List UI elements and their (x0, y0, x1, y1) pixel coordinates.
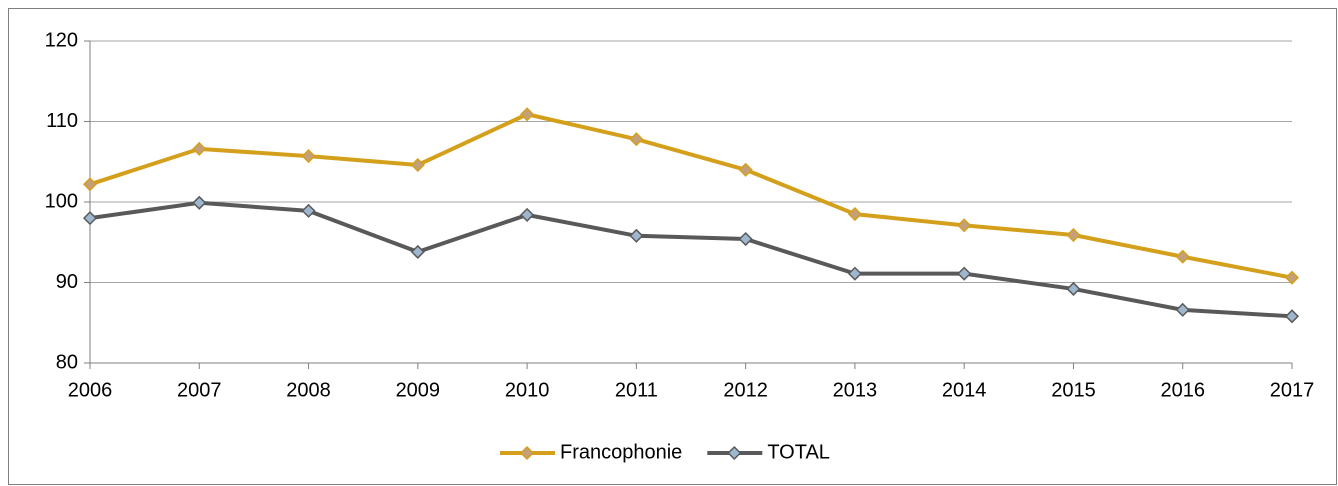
point-marker (192, 141, 207, 156)
legend-marker (727, 445, 742, 461)
chart-frame (8, 8, 1337, 485)
y-tick-label: 110 (46, 110, 78, 132)
x-tick-label: 2014 (942, 379, 987, 401)
x-tick-label: 2006 (68, 379, 113, 401)
x-tick-label: 2009 (396, 379, 441, 401)
x-tick-label: 2016 (1160, 379, 1205, 401)
point-marker (738, 162, 753, 177)
point-marker (410, 244, 425, 259)
point-marker (847, 207, 862, 222)
point-marker (1284, 270, 1300, 285)
point-marker (629, 132, 644, 147)
point-marker (957, 218, 972, 233)
point-marker (520, 207, 535, 222)
point-marker (82, 211, 98, 226)
point-marker (520, 107, 535, 122)
x-tick-label: 2017 (1270, 379, 1315, 401)
x-tick-label: 2011 (615, 379, 658, 401)
point-marker (847, 266, 862, 281)
point-marker (301, 203, 316, 218)
x-tick-label: 2008 (286, 379, 331, 401)
point-marker (738, 231, 753, 247)
y-tick-label: 80 (56, 351, 78, 373)
series-line (89, 112, 1293, 280)
legend-label: Francophonie (560, 441, 682, 463)
point-marker (301, 149, 316, 164)
point-marker (1066, 281, 1081, 297)
series-line (89, 200, 1293, 319)
legend-label: TOTAL (767, 441, 830, 463)
x-tick-label: 2013 (833, 379, 878, 401)
x-tick-label: 2010 (505, 379, 550, 401)
point-marker (957, 266, 972, 281)
y-tick-label: 90 (56, 271, 78, 293)
point-marker (82, 177, 98, 192)
point-marker (1175, 302, 1190, 317)
point-marker (1066, 227, 1081, 243)
point-marker (629, 228, 644, 243)
x-tick-label: 2007 (177, 379, 222, 401)
point-marker (1284, 309, 1300, 324)
x-tick-label: 2012 (723, 379, 768, 401)
point-marker (192, 195, 207, 210)
legend-marker (519, 445, 535, 461)
y-tick-label: 120 (45, 29, 78, 51)
y-tick-label: 100 (45, 190, 78, 212)
point-marker (410, 157, 425, 173)
x-tick-label: 2015 (1051, 379, 1096, 401)
point-marker (1175, 249, 1190, 264)
